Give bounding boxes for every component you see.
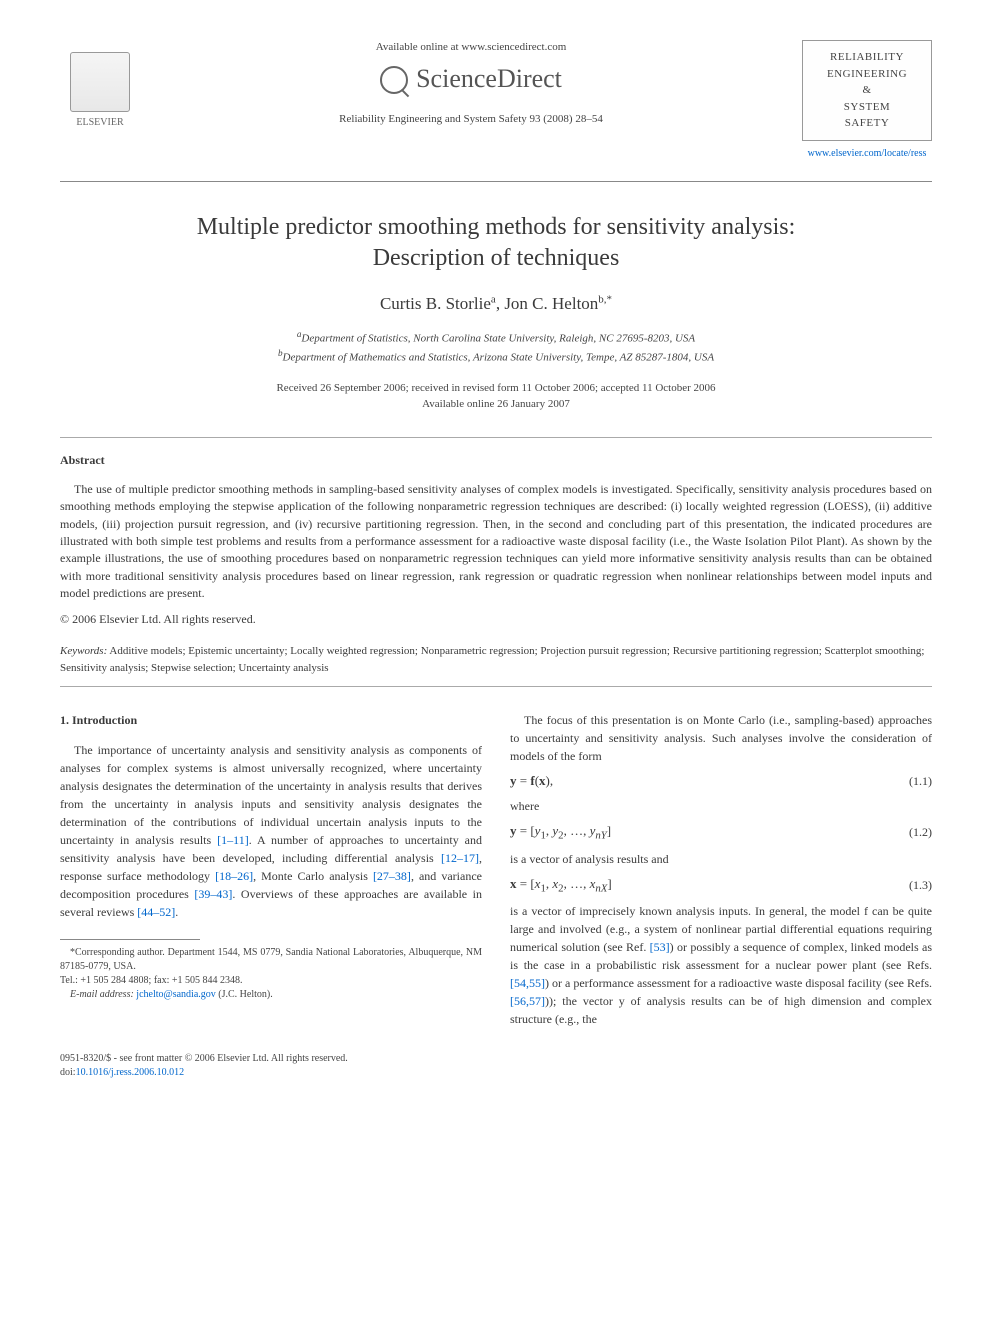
equation-number: (1.3) — [909, 876, 932, 894]
col2-paragraph-1: The focus of this presentation is on Mon… — [510, 711, 932, 765]
elsevier-tree-icon — [70, 52, 130, 112]
sciencedirect-icon — [380, 66, 408, 94]
footnote-email-line: E-mail address: jchelto@sandia.gov (J.C.… — [60, 988, 482, 1002]
affiliation-a: Department of Statistics, North Carolina… — [301, 332, 695, 344]
abstract-copyright: © 2006 Elsevier Ltd. All rights reserved… — [60, 611, 932, 628]
elsevier-logo: ELSEVIER — [60, 40, 140, 130]
ref-link[interactable]: [27–38] — [373, 869, 411, 883]
equation-text: x = [x1, x2, …, xnX] — [510, 874, 612, 897]
author-list: Curtis B. Storliea, Jon C. Heltonb,* — [60, 292, 932, 316]
equation-number: (1.1) — [909, 772, 932, 790]
equation-1-2: y = [y1, y2, …, ynY] (1.2) — [510, 821, 932, 844]
journal-cover-box: RELIABILITY ENGINEERING & SYSTEM SAFETY — [802, 40, 932, 141]
journal-title-line: SAFETY — [809, 115, 925, 132]
author-2-affil-sup: b,* — [598, 293, 612, 305]
abstract-top-rule — [60, 437, 932, 438]
author-1-affil-sup: a — [491, 293, 496, 305]
keywords-text: Additive models; Epistemic uncertainty; … — [60, 645, 924, 674]
footnote-email-label: E-mail address: — [70, 989, 134, 1000]
journal-title-line: RELIABILITY — [809, 49, 925, 66]
abstract-heading: Abstract — [60, 452, 932, 469]
page-footer: 0951-8320/$ - see front matter © 2006 El… — [60, 1052, 932, 1080]
title-line-1: Multiple predictor smoothing methods for… — [197, 214, 796, 240]
sciencedirect-brand: ScienceDirect — [160, 61, 782, 97]
title-line-2: Description of techniques — [373, 245, 620, 271]
journal-title-line: SYSTEM — [809, 99, 925, 116]
equation-text: y = [y1, y2, …, ynY] — [510, 821, 611, 844]
ref-link[interactable]: [53] — [650, 940, 670, 954]
ref-link[interactable]: [44–52] — [137, 905, 175, 919]
keywords-block: Keywords: Additive models; Epistemic unc… — [60, 643, 932, 676]
article-title: Multiple predictor smoothing methods for… — [60, 212, 932, 274]
center-header: Available online at www.sciencedirect.co… — [140, 40, 802, 127]
footer-doi-line: doi:10.1016/j.ress.2006.10.012 — [60, 1066, 348, 1080]
footnote-email[interactable]: jchelto@sandia.gov — [136, 989, 215, 1000]
footnote-email-name: (J.C. Helton). — [218, 989, 272, 1000]
dates-line-2: Available online 26 January 2007 — [422, 398, 570, 410]
keywords-label: Keywords: — [60, 645, 107, 657]
ref-link[interactable]: [12–17] — [441, 851, 479, 865]
publisher-header: ELSEVIER Available online at www.science… — [60, 40, 932, 161]
elsevier-label: ELSEVIER — [76, 116, 123, 130]
ref-link[interactable]: [56,57] — [510, 994, 545, 1008]
equation-number: (1.2) — [909, 823, 932, 841]
footnote-tel: Tel.: +1 505 284 4808; fax: +1 505 844 2… — [60, 974, 482, 988]
intro-paragraph-1: The importance of uncertainty analysis a… — [60, 741, 482, 921]
footer-front-matter: 0951-8320/$ - see front matter © 2006 El… — [60, 1052, 348, 1066]
abstract-bottom-rule — [60, 686, 932, 687]
ref-link[interactable]: [18–26] — [215, 869, 253, 883]
equation-1-1: y = f(x), (1.1) — [510, 771, 932, 791]
equation-text: y = f(x), — [510, 771, 553, 791]
dates-line-1: Received 26 September 2006; received in … — [276, 382, 715, 394]
footer-left: 0951-8320/$ - see front matter © 2006 El… — [60, 1052, 348, 1080]
left-column: 1. Introduction The importance of uncert… — [60, 711, 482, 1032]
affiliation-b: Department of Mathematics and Statistics… — [283, 351, 715, 363]
author-1: Curtis B. Storlie — [380, 294, 491, 313]
col2-where: where — [510, 797, 932, 815]
two-column-body: 1. Introduction The importance of uncert… — [60, 711, 932, 1032]
article-dates: Received 26 September 2006; received in … — [60, 380, 932, 413]
ref-link[interactable]: [39–43] — [194, 887, 232, 901]
right-column: The focus of this presentation is on Mon… — [510, 711, 932, 1032]
ref-link[interactable]: [54,55] — [510, 976, 545, 990]
col2-paragraph-3: is a vector of imprecisely known analysi… — [510, 902, 932, 1028]
journal-title-line: ENGINEERING — [809, 66, 925, 83]
abstract-body: The use of multiple predictor smoothing … — [60, 481, 932, 603]
section-1-heading: 1. Introduction — [60, 711, 482, 729]
journal-homepage-link[interactable]: www.elsevier.com/locate/ress — [808, 147, 927, 161]
ref-link[interactable]: [1–11] — [217, 833, 249, 847]
footnote-separator — [60, 939, 200, 940]
corresponding-author-footnote: *Corresponding author. Department 1544, … — [60, 946, 482, 1002]
journal-box-column: RELIABILITY ENGINEERING & SYSTEM SAFETY … — [802, 40, 932, 161]
available-online-text: Available online at www.sciencedirect.co… — [160, 40, 782, 55]
journal-reference: Reliability Engineering and System Safet… — [160, 112, 782, 127]
doi-link[interactable]: 10.1016/j.ress.2006.10.012 — [76, 1067, 185, 1078]
col2-p2: is a vector of analysis results and — [510, 850, 932, 868]
author-2: Jon C. Helton — [504, 294, 598, 313]
journal-title-amp: & — [809, 82, 925, 99]
sciencedirect-label: ScienceDirect — [416, 61, 562, 97]
affiliations: aDepartment of Statistics, North Carolin… — [60, 328, 932, 366]
equation-1-3: x = [x1, x2, …, xnX] (1.3) — [510, 874, 932, 897]
footnote-address: *Corresponding author. Department 1544, … — [60, 946, 482, 974]
header-rule — [60, 181, 932, 182]
